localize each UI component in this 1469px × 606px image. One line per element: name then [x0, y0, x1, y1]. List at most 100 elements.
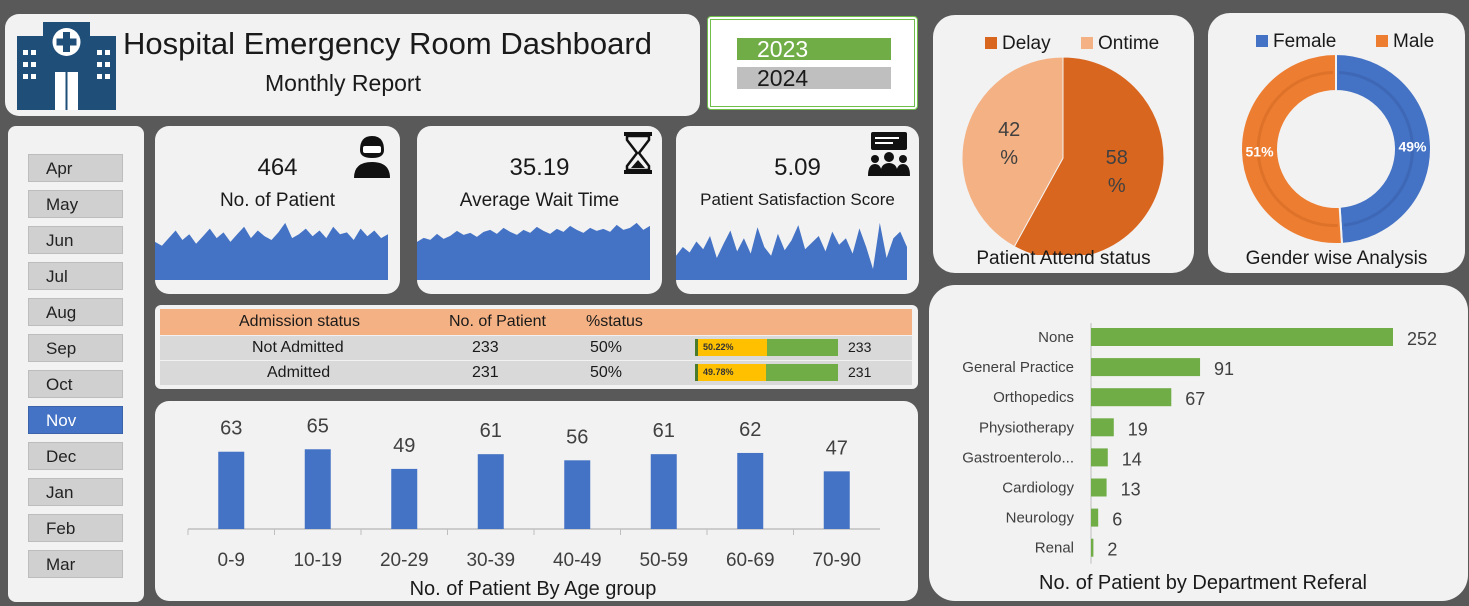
month-button-dec[interactable]: Dec: [28, 442, 123, 470]
bar-value-cell: 231: [848, 364, 872, 380]
hourglass-icon: [624, 132, 652, 174]
dept-bar: [1091, 508, 1099, 527]
dept-category-label: Orthopedics: [993, 389, 1074, 406]
kpi-wait-label: Average Wait Time: [459, 190, 620, 211]
age-tick-label: 40-49: [553, 550, 602, 571]
gender-doughnut-data-label: 51%: [1246, 143, 1275, 159]
age-bar: [564, 460, 591, 529]
month-button-feb[interactable]: Feb: [28, 514, 123, 542]
dept-category-label: None: [1038, 329, 1074, 346]
patient-count-cell: 233: [472, 339, 499, 356]
legend-label-ontime: Ontime: [1098, 33, 1160, 54]
bar-value-cell: 233: [848, 339, 872, 355]
age-bar: [477, 454, 504, 529]
month-button-apr[interactable]: Apr: [28, 154, 123, 182]
attend-pie-slice-delay: [1013, 56, 1165, 255]
gender-doughnut-segment-male: [1240, 53, 1344, 245]
attend-status-chart-panel: Delay Ontime 58% 42% Patient Attend statu…: [933, 15, 1194, 273]
gender-chart-panel: Female Male 49% 51% Gender wise Analysis: [1208, 13, 1465, 273]
age-bar: [737, 452, 764, 529]
year-slicer-frame: [707, 16, 918, 110]
legend-swatch-delay: [985, 37, 997, 49]
admission-status-cell: Not Admitted: [252, 339, 344, 356]
status-data-bar: 50.22%: [695, 339, 838, 356]
age-bar: [304, 449, 331, 529]
month-button-aug[interactable]: Aug: [28, 298, 123, 326]
status-data-bar: 49.78%: [695, 364, 838, 381]
dept-bar-data-label: 2: [1107, 540, 1117, 560]
dept-bar: [1091, 388, 1172, 407]
year-button-2023[interactable]: 2023: [737, 38, 891, 61]
page-title: Hospital Emergency Room Dashboard: [123, 26, 652, 61]
age-group-chart-panel: 63 0-9 65 10-19 49 20-29 61 30-39 56 40-49 61 50-59…: [155, 401, 918, 601]
age-bar: [650, 454, 677, 529]
gender-doughnut-chart: 49% 51%: [1240, 53, 1433, 245]
table-header-row: Admission status No. of Patient %status: [160, 309, 912, 335]
status-data-bar-fill: [695, 339, 767, 356]
dept-category-label: Gastroenterolo...: [962, 449, 1074, 466]
legend-swatch-male: [1376, 35, 1388, 47]
patients-sparkline-area: [155, 222, 388, 280]
month-button-oct[interactable]: Oct: [28, 370, 123, 398]
status-data-bar-fill: [695, 364, 767, 381]
column-header-patients: No. of Patient: [449, 313, 546, 330]
dept-bar: [1091, 358, 1201, 377]
department-referral-chart-panel: None 252 General Practice 91 Orthopedics 67 Ph…: [929, 285, 1468, 601]
dashboard-header: Hospital Emergency Room Dashboard Monthl…: [5, 14, 700, 116]
attend-pie-data-label: %: [1000, 147, 1018, 169]
month-button-mar[interactable]: Mar: [28, 550, 123, 578]
month-button-jul[interactable]: Jul: [28, 262, 123, 290]
attend-pie-slice-ontime: [961, 56, 1064, 248]
dept-bar-data-label: 91: [1214, 359, 1234, 379]
month-button-jan[interactable]: Jan: [28, 478, 123, 506]
gender-doughnut-segment-female: [1335, 53, 1433, 245]
admission-status-cell: Admitted: [267, 364, 331, 381]
status-data-bar-axis: [695, 339, 698, 356]
attend-status-pie-chart: 58% 42%: [961, 56, 1165, 255]
gender-doughnut-inner-ring: [1338, 71, 1414, 227]
age-tick-label: 10-19: [293, 550, 342, 571]
status-data-bar-label: 49.78%: [703, 367, 734, 377]
satisfaction-sparkline-area: [676, 222, 907, 280]
attend-chart-title: Patient Attend status: [976, 248, 1151, 269]
month-button-jun[interactable]: Jun: [28, 226, 123, 254]
month-button-sep[interactable]: Sep: [28, 334, 123, 362]
admission-status-table: Admission status No. of Patient %status …: [155, 305, 918, 389]
dept-category-label: Cardiology: [1002, 480, 1074, 497]
dept-chart-title: No. of Patient by Department Referal: [1039, 572, 1367, 594]
dept-category-label: Physiotherapy: [979, 419, 1075, 436]
patients-sparkline: [155, 222, 388, 280]
legend-swatch-ontime: [1081, 37, 1093, 49]
pct-status-cell: 50%: [590, 364, 623, 381]
age-bar-data-label: 61: [653, 420, 675, 442]
column-header-status: Admission status: [239, 313, 360, 330]
wait-sparkline-area: [417, 222, 650, 280]
dept-bar: [1091, 448, 1108, 467]
status-data-bar-label: 50.22%: [703, 342, 734, 352]
age-bar-data-label: 49: [393, 435, 415, 457]
department-referral-bar-chart: None 252 General Practice 91 Orthopedics 67 Ph…: [962, 323, 1437, 594]
page-subtitle: Monthly Report: [265, 70, 421, 96]
legend-item-male: Male: [1376, 31, 1434, 53]
age-bar-data-label: 62: [739, 419, 761, 441]
legend-item-female: Female: [1256, 31, 1336, 53]
dept-bar: [1091, 538, 1094, 557]
year-slicer-inner-frame: [710, 19, 915, 107]
age-tick-label: 0-9: [218, 550, 245, 571]
year-button-2024[interactable]: 2024: [737, 67, 891, 90]
month-button-nov[interactable]: Nov: [28, 406, 123, 434]
kpi-patients-value: 464: [257, 154, 298, 181]
kpi-satisfaction-value: 5.09: [774, 154, 821, 181]
legend-label-delay: Delay: [1002, 33, 1051, 54]
gender-doughnut-inner-ring: [1256, 71, 1338, 227]
dept-bar-data-label: 19: [1128, 419, 1148, 439]
legend-item-ontime: Ontime: [1081, 33, 1159, 55]
month-button-may[interactable]: May: [28, 190, 123, 218]
age-bar-data-label: 47: [826, 437, 848, 459]
dept-bar-data-label: 14: [1122, 449, 1142, 469]
dept-bar-data-label: 6: [1112, 510, 1122, 530]
dept-bar-data-label: 67: [1185, 389, 1205, 409]
age-bar-data-label: 63: [220, 418, 242, 440]
age-tick-label: 60-69: [726, 550, 775, 571]
group-feedback-icon: [868, 132, 910, 176]
